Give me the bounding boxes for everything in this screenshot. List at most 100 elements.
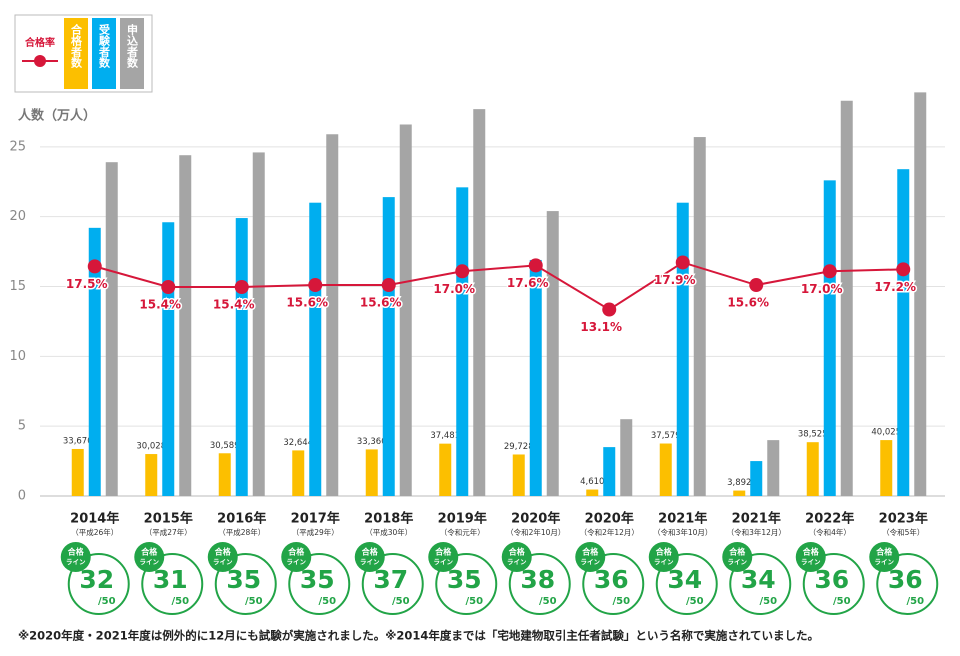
x-tick-label: 2021年 [732,511,781,527]
bar [733,490,746,496]
x-tick-label: 2020年 [585,511,634,527]
pass-line-badge [795,542,826,572]
rate-label: 17.5% [66,277,108,291]
bar-value-label: 30,589 [210,441,240,451]
pass-line-badge-text: ライン [360,558,380,566]
bar [767,440,780,496]
y-tick-label: 25 [9,139,26,154]
x-tick-label: 2022年 [805,511,854,527]
rate-line [94,261,904,311]
bar [880,440,893,496]
pass-line-badge-text: ライン [434,558,454,566]
pass-line-badge-text: ライン [66,558,86,566]
bar-value-label: 30,028 [136,442,166,452]
bar [659,443,672,496]
legend-swatch [120,18,144,89]
bar-value-label: 38,525 [798,430,828,440]
bar [620,419,633,496]
pass-line-badge [354,542,385,572]
rate-label: 15.6% [286,296,328,310]
pass-line-badge-text: ライン [875,558,895,566]
bar [914,92,927,496]
pass-line-badge-text: 合格 [287,547,305,557]
x-tick-label: 2014年 [70,511,119,527]
bar [806,442,819,496]
pass-line-max: /50 [906,596,924,607]
bar [365,449,378,496]
pass-line-score: 36 [814,565,849,594]
rate-point [896,262,911,277]
footnote: ※2020年度・2021年度は例外的に12月にも試験が実施されました。※2014… [18,629,819,643]
pass-line-badge-text: ライン [654,558,674,566]
pass-line-badge-text: 合格 [508,547,526,557]
legend-swatch [92,18,116,89]
pass-line-badge-text: 合格 [434,547,452,557]
pass-line-score: 34 [667,565,702,594]
bar [179,155,192,497]
pass-line-badge [722,542,753,572]
x-tick-note: （令和元年） [440,527,485,537]
bar-value-label: 29,728 [504,442,534,452]
pass-line-badge [869,542,900,572]
x-tick-label: 2020年 [511,511,560,527]
pass-line-badge [428,542,459,572]
pass-line-max: /50 [392,596,410,607]
bar [456,187,469,496]
bar [473,109,486,496]
rate-label: 17.2% [874,280,916,294]
rate-label: 15.6% [360,296,402,310]
pass-line-badge-text: ライン [213,558,233,566]
bar [823,180,836,496]
legend-label: 合格者数 [70,23,84,69]
legend-swatch [64,18,88,89]
pass-line-badge-text: 合格 [875,547,893,557]
bar [897,169,910,496]
bar [88,227,101,496]
bar-value-label: 33,670 [63,436,93,446]
pass-line-badge [281,542,312,572]
x-tick-label: 2023年 [879,511,928,527]
bar [693,137,706,496]
bar [252,152,265,497]
bar [292,450,305,496]
pass-line-score: 31 [153,565,188,594]
bar [71,448,84,496]
pass-line-score: 35 [447,565,482,594]
rate-label: 17.9% [654,273,696,287]
rate-point [161,279,176,294]
x-tick-note: （令和5年） [882,527,924,537]
rate-point [455,264,470,279]
y-tick-label: 5 [18,419,26,434]
rate-label: 17.0% [801,282,843,296]
pass-line-badge-text: 合格 [67,547,85,557]
bar [162,222,175,496]
rate-point [234,279,249,294]
pass-line-badge [575,542,606,572]
bar [546,211,559,496]
pass-line-badge-text: ライン [287,558,307,566]
bar [603,447,616,496]
x-tick-note: （平成30年） [365,527,412,537]
legend-label: 合格率 [24,36,55,49]
bar [326,134,339,496]
pass-line-badge [134,542,165,572]
legend-point [34,55,46,67]
bar [309,202,322,496]
x-tick-note: （平成26年） [71,527,118,537]
pass-line-max: /50 [171,596,189,607]
bar-value-label: 40,025 [871,428,901,438]
pass-line-badge-text: 合格 [140,547,158,557]
pass-line-max: /50 [759,596,777,607]
pass-line-badge-text: 合格 [361,547,379,557]
y-tick-label: 20 [9,209,26,224]
x-tick-note: （令和3年12月） [727,527,786,537]
pass-line-score: 35 [226,565,261,594]
pass-line-badge [501,542,532,572]
pass-line-max: /50 [686,596,704,607]
x-tick-note: （令和4年） [809,527,851,537]
pass-line-max: /50 [318,596,336,607]
pass-line-score: 38 [520,565,555,594]
rate-point [675,255,690,270]
pass-line-max: /50 [98,596,116,607]
